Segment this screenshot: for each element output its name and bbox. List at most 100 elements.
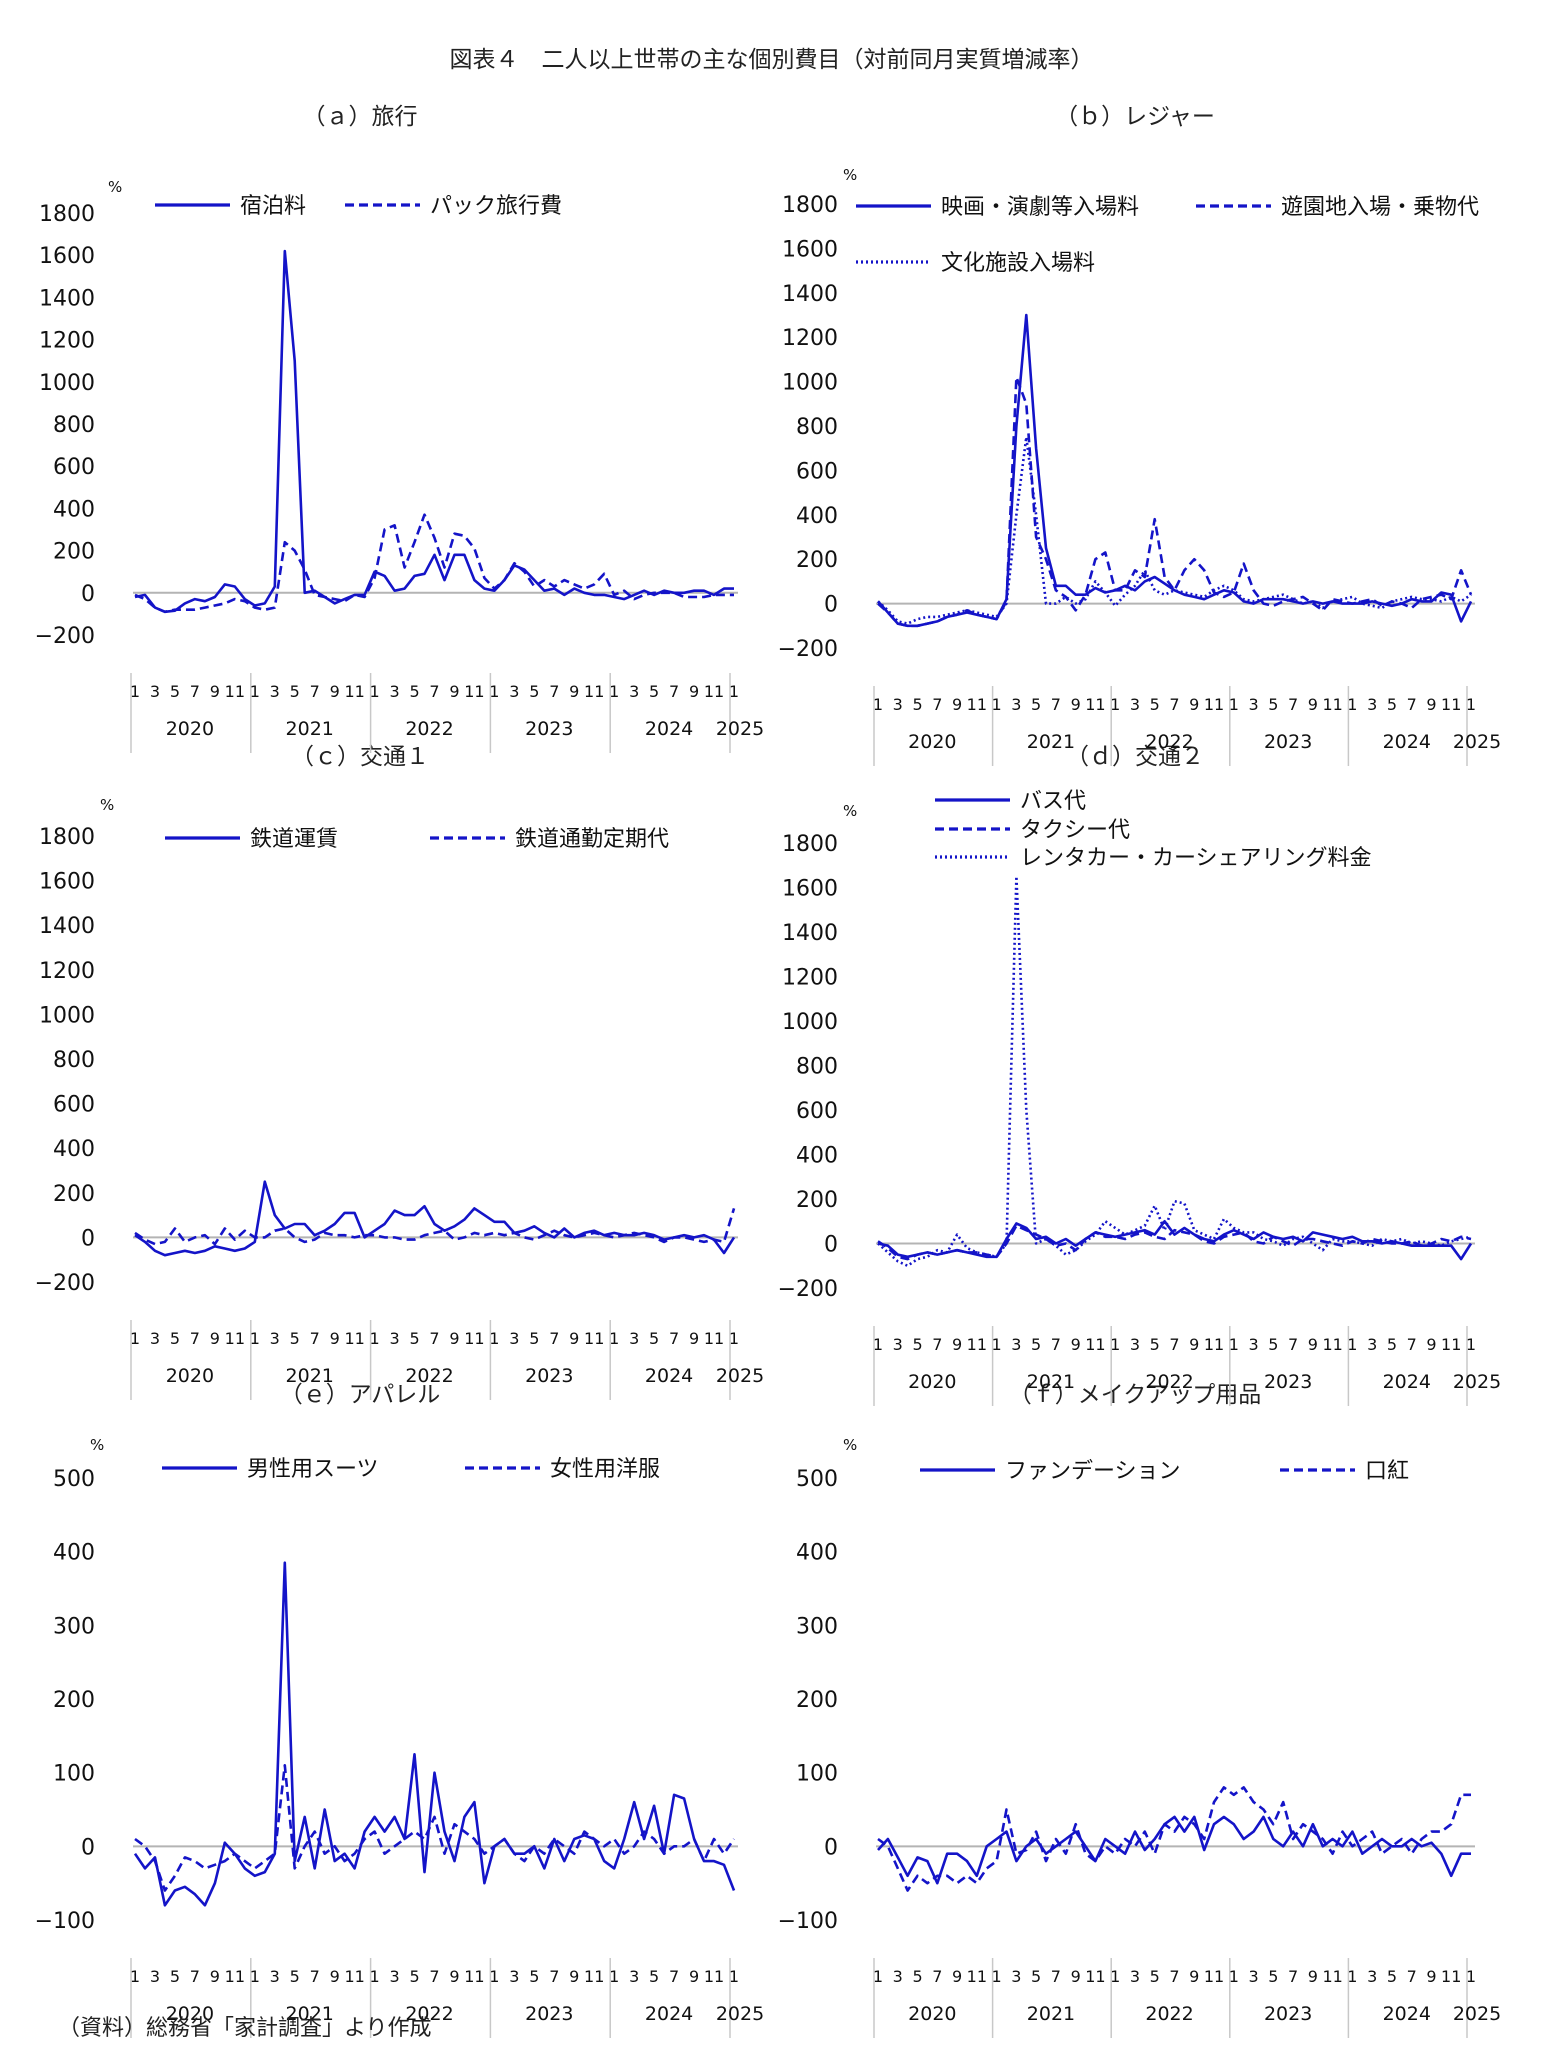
x-tick-label: 5 (649, 1967, 659, 1986)
x-tick-label: 9 (1071, 1335, 1081, 1354)
y-tick-label: 800 (796, 415, 838, 440)
x-tick-label: 9 (1189, 1335, 1199, 1354)
x-tick-label: 1 (873, 1967, 883, 1986)
x-tick-label: 3 (150, 1967, 160, 1986)
year-label: 2023 (1264, 731, 1312, 753)
x-tick-label: 3 (1367, 695, 1377, 714)
x-tick-label: 9 (1308, 1335, 1318, 1354)
x-tick-label: 1 (992, 1335, 1002, 1354)
year-label: 2025 (716, 2003, 764, 2025)
year-label: 2024 (645, 2003, 693, 2025)
y-tick-label: −200 (778, 637, 838, 662)
x-tick-label: 11 (1322, 1967, 1342, 1986)
x-tick-label: 3 (509, 1967, 519, 1986)
x-tick-label: 3 (1011, 695, 1021, 714)
x-tick-label: 9 (952, 1335, 962, 1354)
x-tick-label: 7 (310, 1967, 320, 1986)
x-tick-label: 11 (464, 1967, 484, 1986)
series-line-c-1 (134, 1180, 736, 1257)
y-tick-label: −100 (778, 1909, 838, 1934)
y-tick-label: −200 (35, 1271, 95, 1296)
year-label: 2020 (166, 1365, 214, 1387)
x-tick-label: 5 (1150, 1335, 1160, 1354)
year-label: 2023 (1264, 2003, 1312, 2025)
x-tick-label: 9 (330, 682, 340, 701)
x-tick-label: 3 (270, 682, 280, 701)
x-tick-label: 3 (389, 1329, 399, 1348)
y-tick-label: 1000 (39, 371, 95, 396)
x-tick-label: 9 (1426, 1967, 1436, 1986)
x-tick-label: 5 (409, 1967, 419, 1986)
x-tick-label: 1 (130, 1967, 140, 1986)
y-tick-label: 400 (53, 497, 95, 522)
x-tick-label: 11 (584, 1967, 604, 1986)
x-tick-label: 1 (370, 1967, 380, 1986)
y-tick-label: 1800 (39, 202, 95, 227)
panel-title-c: （ｃ）交通１ (291, 744, 429, 770)
x-tick-label: 7 (669, 1967, 679, 1986)
x-tick-label: 9 (569, 682, 579, 701)
x-tick-label: 11 (704, 1329, 724, 1348)
x-tick-label: 9 (330, 1329, 340, 1348)
x-tick-label: 11 (344, 682, 364, 701)
x-tick-label: 1 (250, 682, 260, 701)
x-tick-label: 11 (967, 1967, 987, 1986)
year-label: 2022 (405, 1365, 453, 1387)
y-tick-label: 1600 (39, 244, 95, 269)
x-tick-label: 9 (952, 1967, 962, 1986)
legend-label: パック旅行費 (430, 194, 562, 219)
x-tick-label: 7 (932, 1335, 942, 1354)
x-tick-label: 1 (250, 1967, 260, 1986)
x-tick-label: 3 (893, 1967, 903, 1986)
y-unit-label: % (108, 178, 122, 196)
y-tick-label: 200 (53, 540, 95, 565)
year-label: 2025 (1453, 731, 1501, 753)
y-tick-label: 400 (53, 1137, 95, 1162)
x-tick-label: 11 (464, 1329, 484, 1348)
x-tick-label: 1 (489, 1329, 499, 1348)
x-tick-label: 11 (584, 1329, 604, 1348)
x-tick-label: 3 (150, 1329, 160, 1348)
series-line-c-2 (134, 1208, 736, 1246)
x-tick-label: 9 (1071, 1967, 1081, 1986)
x-tick-label: 1 (609, 1967, 619, 1986)
year-label: 2022 (1145, 731, 1193, 753)
year-label: 2024 (645, 718, 693, 740)
x-tick-label: 1 (729, 1967, 739, 1986)
y-unit-label: % (843, 166, 857, 184)
y-tick-label: 1200 (782, 326, 838, 351)
x-tick-label: 1 (1466, 1335, 1476, 1354)
x-tick-label: 1 (370, 682, 380, 701)
x-tick-label: 7 (1169, 695, 1179, 714)
y-tick-label: 200 (796, 548, 838, 573)
x-tick-label: 3 (509, 1329, 519, 1348)
y-tick-label: 300 (53, 1614, 95, 1639)
y-tick-label: 1800 (39, 825, 95, 850)
legend-label: バス代 (1020, 789, 1086, 814)
x-tick-label: 3 (389, 1967, 399, 1986)
x-tick-label: 7 (669, 1329, 679, 1348)
x-tick-label: 3 (893, 1335, 903, 1354)
x-tick-label: 1 (489, 1967, 499, 1986)
x-tick-label: 3 (270, 1329, 280, 1348)
x-tick-label: 5 (1031, 1967, 1041, 1986)
y-tick-label: 1000 (782, 371, 838, 396)
x-tick-label: 9 (449, 682, 459, 701)
panel-title-d: （ｄ）交通２ (1066, 744, 1204, 770)
x-tick-label: 9 (210, 1967, 220, 1986)
x-tick-label: 11 (704, 682, 724, 701)
x-tick-label: 11 (344, 1967, 364, 1986)
legend-label: 鉄道運賃 (250, 827, 338, 852)
x-tick-label: 9 (330, 1967, 340, 1986)
legend-label: 文化施設入場料 (941, 251, 1095, 276)
x-tick-label: 7 (669, 682, 679, 701)
y-tick-label: 200 (53, 1182, 95, 1207)
x-tick-label: 11 (1441, 1335, 1461, 1354)
y-tick-label: 800 (53, 413, 95, 438)
x-tick-label: 7 (1288, 1967, 1298, 1986)
legend-label: 遊園地入場・乗物代 (1281, 195, 1479, 220)
